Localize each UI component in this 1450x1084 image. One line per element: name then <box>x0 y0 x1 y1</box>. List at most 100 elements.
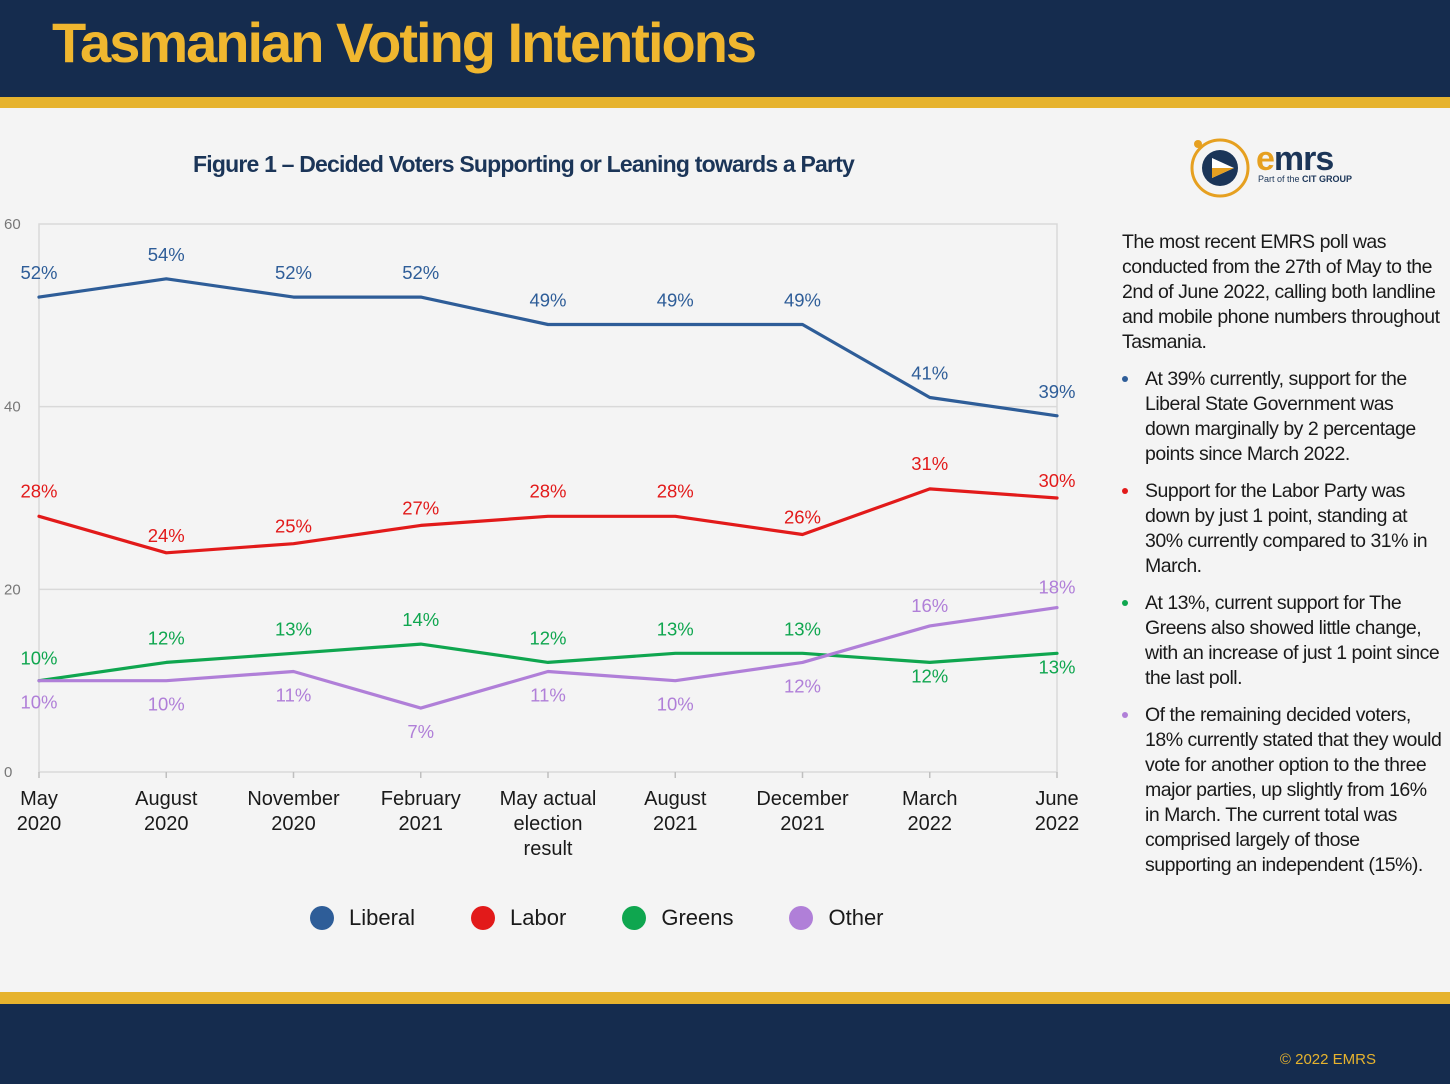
x-tick-label-line: 2020 <box>144 813 189 835</box>
chart-legend: Liberal Labor Greens Other <box>310 898 940 938</box>
data-label: 52% <box>275 262 312 283</box>
data-label: 49% <box>657 289 694 310</box>
legend-swatch-icon <box>622 906 647 930</box>
x-tick-label-line: result <box>524 838 573 860</box>
data-label: 10% <box>148 694 185 715</box>
y-tick-label: 0 <box>4 764 12 781</box>
figure-title: Figure 1 – Decided Voters Supporting or … <box>193 151 855 177</box>
data-label: 28% <box>20 480 57 501</box>
data-label: 24% <box>148 525 185 546</box>
data-label: 30% <box>1038 470 1075 491</box>
data-label: 49% <box>784 289 821 310</box>
emrs-logo: emrs Part of the CIT GROUP <box>1188 134 1368 204</box>
data-label: 18% <box>1038 577 1075 598</box>
line-chart: 0 20 40 60 May 2020 August 2020 November 2020 Febr… <box>4 216 1080 860</box>
data-label: 26% <box>784 507 821 528</box>
series-line-greens <box>37 642 1059 683</box>
x-tick-label-line: May <box>20 788 58 810</box>
commentary-bullet: At 13%, current support for The Greens a… <box>1122 591 1442 691</box>
x-tick-label: December 2021 <box>756 788 849 835</box>
data-label: 28% <box>657 480 694 501</box>
x-tick-label: February 2021 <box>381 788 461 835</box>
x-tick-label-line: March <box>902 788 958 810</box>
data-label: 7% <box>407 721 434 742</box>
x-tick-label: May actual election result <box>500 788 597 860</box>
x-tick-label-line: December <box>756 788 849 810</box>
x-tick-label-line: 2020 <box>17 813 62 835</box>
bullet-dot-icon <box>1122 488 1128 494</box>
data-label: 12% <box>529 627 566 648</box>
x-tick-label-line: election <box>514 813 583 835</box>
data-label: 52% <box>402 262 439 283</box>
y-tick-label: 20 <box>4 581 21 598</box>
data-label: 10% <box>657 694 694 715</box>
bullet-dot-icon <box>1122 600 1128 606</box>
x-tick-label-line: 2021 <box>780 813 825 835</box>
top-accent-bar <box>0 97 1450 108</box>
y-tick-label: 60 <box>4 216 21 233</box>
data-label: 13% <box>657 618 694 639</box>
bottom-accent-bar <box>0 992 1450 1004</box>
emrs-logo-mark-icon <box>1190 138 1250 198</box>
series-line-other <box>37 606 1059 710</box>
x-tick-label-line: 2021 <box>399 813 444 835</box>
commentary-bullet: Of the remaining decided voters, 18% cur… <box>1122 703 1442 878</box>
data-label: 31% <box>911 453 948 474</box>
x-tick-label: August 2021 <box>644 788 707 835</box>
data-label: 12% <box>911 665 948 686</box>
commentary-bullet: Support for the Labor Party was down by … <box>1122 479 1442 579</box>
x-tick-label: May 2020 <box>17 788 62 835</box>
data-label: 13% <box>1038 656 1075 677</box>
x-tick-label-line: November <box>247 788 340 810</box>
data-label: 25% <box>275 516 312 537</box>
legend-swatch-icon <box>789 906 814 930</box>
data-label: 16% <box>911 595 948 616</box>
footer-banner: © 2022 EMRS <box>0 1004 1450 1084</box>
data-label: 28% <box>529 480 566 501</box>
copyright-notice: © 2022 EMRS <box>1279 1051 1376 1068</box>
data-label: 49% <box>529 289 566 310</box>
x-tick-label-line: 2020 <box>271 813 316 835</box>
data-label: 27% <box>402 497 439 518</box>
x-tick-label-line: May actual <box>500 788 597 810</box>
emrs-logo-subtitle: Part of the CIT GROUP <box>1258 174 1353 184</box>
x-tick-label-line: February <box>381 788 461 810</box>
data-label: 14% <box>402 609 439 630</box>
data-label: 41% <box>911 363 948 384</box>
legend-item: Other <box>789 905 884 931</box>
x-tick-label-line: August <box>135 788 198 810</box>
x-tick-label-line: 2022 <box>1035 813 1080 835</box>
y-tick-label: 40 <box>4 399 21 416</box>
legend-label: Other <box>828 905 884 930</box>
commentary-intro: The most recent EMRS poll was conducted … <box>1122 231 1440 353</box>
data-label: 12% <box>148 627 185 648</box>
legend-swatch-icon <box>471 906 496 930</box>
bullet-dot-icon <box>1122 712 1128 718</box>
x-tick-label-line: 2021 <box>653 813 698 835</box>
header-banner: Tasmanian Voting Intentions <box>0 0 1450 97</box>
series-line-labor <box>37 487 1059 555</box>
commentary-panel: The most recent EMRS poll was conducted … <box>1122 230 1442 890</box>
legend-item: Greens <box>622 905 733 931</box>
data-label: 52% <box>20 262 57 283</box>
legend-item: Labor <box>471 905 566 931</box>
x-tick-label: August 2020 <box>135 788 198 835</box>
commentary-bullets: At 39% currently, support for the Libera… <box>1122 367 1442 878</box>
legend-label: Greens <box>661 905 734 930</box>
bullet-dot-icon <box>1122 376 1128 382</box>
data-label: 11% <box>530 685 566 706</box>
series-line-liberal <box>37 277 1059 418</box>
data-label: 11% <box>276 685 312 706</box>
x-tick-label: November 2020 <box>247 788 340 835</box>
x-tick-label: March 2022 <box>902 788 958 835</box>
x-tick-label-line: August <box>644 788 707 810</box>
data-label: 10% <box>20 692 57 713</box>
data-label: 10% <box>20 648 57 669</box>
data-label: 39% <box>1038 381 1075 402</box>
data-label: 13% <box>275 618 312 639</box>
commentary-bullet: At 39% currently, support for the Libera… <box>1122 367 1442 467</box>
page-title: Tasmanian Voting Intentions <box>52 11 757 74</box>
legend-item: Liberal <box>310 905 415 931</box>
data-label: 13% <box>784 618 821 639</box>
data-label: 54% <box>148 244 185 265</box>
